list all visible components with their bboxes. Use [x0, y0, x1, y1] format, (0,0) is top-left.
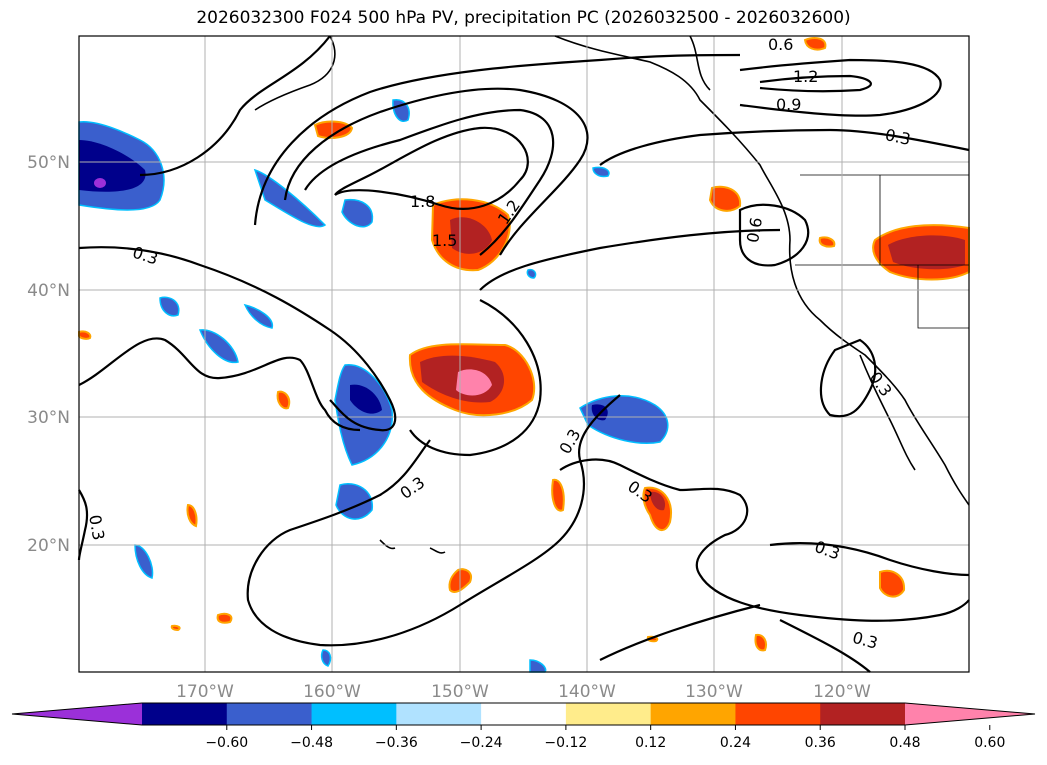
pv-contours — [77, 35, 970, 673]
colorbar-tick-label: 0.48 — [889, 735, 920, 751]
colorbar-tick-label: −0.48 — [290, 735, 333, 751]
pv-label: 1.8 — [410, 192, 435, 211]
lon-label: 150°W — [431, 682, 489, 702]
lon-label: 170°W — [176, 682, 234, 702]
colorbar-bin — [650, 703, 736, 725]
pv-label: 1.5 — [432, 231, 457, 250]
colorbar-bin — [481, 703, 567, 725]
state-borders — [795, 174, 969, 329]
colorbar-bin — [820, 703, 906, 725]
pv-label: 0.6 — [768, 35, 793, 54]
lat-label: 20°N — [27, 536, 70, 556]
pv-label: 1.2 — [793, 67, 818, 86]
lon-label: 130°W — [685, 682, 743, 702]
pv-label: 0.3 — [85, 513, 108, 541]
lon-label: 140°W — [558, 682, 616, 702]
colorbar-extend-high — [905, 703, 1035, 725]
colorbar: −0.60 −0.48 −0.36 −0.24 −0.12 0.12 0.24 0.36 0.4… — [11, 702, 1036, 751]
lon-label: 160°W — [303, 682, 361, 702]
colorbar-bin — [396, 703, 482, 725]
colorbar-bin — [142, 703, 228, 725]
colorbar-extend-low — [12, 703, 142, 725]
colorbar-tick-label: 0.12 — [635, 735, 666, 751]
colorbar-tick-label: −0.60 — [205, 735, 248, 751]
longitude-labels: 170°W 160°W 150°W 140°W 130°W 120°W — [176, 682, 871, 702]
map-panel: 1.8 1.5 1.2 0.3 0.6 1.2 0.9 0.3 0.6 0.3 … — [77, 35, 970, 673]
colorbar-bin — [735, 703, 821, 725]
colorbar-bin — [226, 703, 313, 725]
pv-label: 0.6 — [743, 216, 766, 244]
map-title: 2026032300 F024 500 hPa PV, precipitatio… — [196, 8, 851, 28]
colorbar-tick-label: 0.60 — [974, 735, 1005, 751]
colorbar-tick-label: 0.36 — [805, 735, 836, 751]
lat-label: 40°N — [27, 281, 70, 301]
lon-label: 120°W — [813, 682, 871, 702]
colorbar-bin — [311, 703, 397, 725]
colorbar-tick-label: 0.24 — [720, 735, 751, 751]
pv-label: 0.9 — [776, 95, 801, 114]
colorbar-tick-label: −0.12 — [544, 735, 587, 751]
pv-label: 0.3 — [883, 125, 912, 149]
lat-label: 30°N — [27, 408, 70, 428]
latitude-labels: 50°N 40°N 30°N 20°N — [27, 153, 70, 556]
colorbar-tick-label: −0.36 — [375, 735, 418, 751]
colorbar-tick-label: −0.24 — [460, 735, 503, 751]
lat-label: 50°N — [27, 153, 70, 173]
colorbar-bin — [565, 703, 652, 725]
